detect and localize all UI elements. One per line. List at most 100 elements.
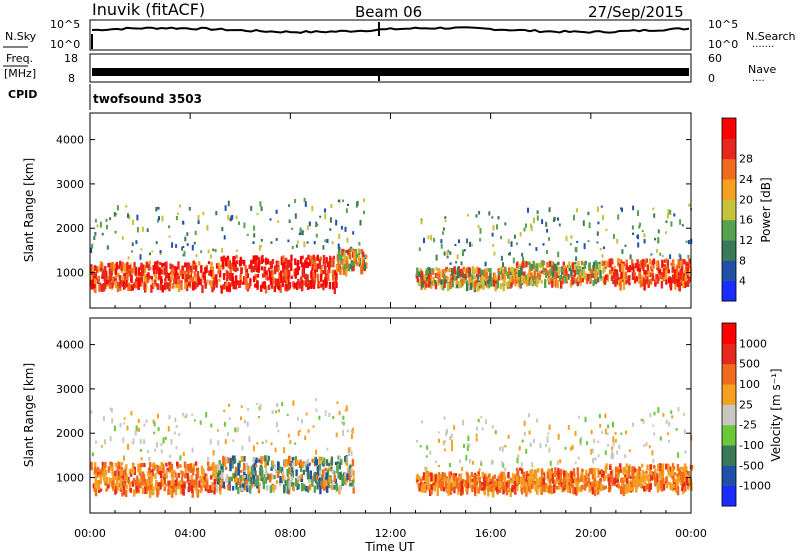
echo-cell bbox=[580, 436, 583, 441]
echo-cell bbox=[539, 487, 542, 493]
echo-cell bbox=[196, 282, 199, 288]
echo-cell bbox=[289, 260, 293, 264]
echo-cell bbox=[443, 440, 446, 443]
echo-cell bbox=[439, 474, 442, 481]
echo-cell bbox=[119, 262, 122, 266]
echo-cell bbox=[105, 476, 109, 483]
echo-cell bbox=[435, 481, 439, 488]
echo-cell bbox=[300, 478, 304, 482]
echo-cell bbox=[640, 478, 643, 487]
echo-cell bbox=[671, 277, 674, 283]
echo-cell bbox=[599, 424, 602, 428]
echo-cell bbox=[191, 413, 194, 416]
echo-cell bbox=[459, 473, 463, 480]
echo-cell bbox=[301, 283, 304, 292]
echo-cell bbox=[567, 276, 570, 280]
echo-cell bbox=[448, 480, 451, 486]
echo-cell bbox=[328, 259, 332, 268]
echo-cell bbox=[604, 485, 607, 490]
echo-cell bbox=[270, 282, 274, 289]
echo-cell bbox=[212, 462, 215, 468]
echo-cell bbox=[532, 276, 535, 281]
echo-cell bbox=[417, 282, 421, 287]
echo-cell bbox=[427, 235, 430, 240]
echo-cell bbox=[572, 279, 575, 284]
echo-cell bbox=[313, 241, 316, 245]
echo-cell bbox=[475, 214, 478, 218]
echo-cell bbox=[663, 274, 666, 281]
echo-cell bbox=[176, 272, 179, 279]
echo-cell bbox=[420, 220, 423, 225]
echo-cell bbox=[284, 271, 288, 280]
echo-cell bbox=[516, 265, 520, 269]
echo-cell bbox=[144, 478, 147, 485]
echo-cell bbox=[118, 282, 122, 287]
echo-cell bbox=[232, 263, 235, 267]
echo-cell bbox=[621, 486, 624, 494]
echo-cell bbox=[93, 235, 96, 240]
echo-cell bbox=[502, 472, 506, 479]
echo-cell bbox=[443, 251, 446, 256]
echo-cell bbox=[204, 282, 207, 289]
echo-cell bbox=[285, 279, 288, 285]
echo-cell bbox=[420, 271, 424, 280]
echo-cell bbox=[500, 266, 503, 271]
echo-cell bbox=[161, 479, 165, 487]
echo-cell bbox=[418, 271, 421, 278]
echo-cell bbox=[327, 269, 330, 276]
echo-cell bbox=[419, 479, 423, 483]
echo-cell bbox=[420, 420, 423, 424]
echo-cell bbox=[254, 459, 257, 466]
echo-cell bbox=[557, 251, 560, 258]
echo-cell bbox=[109, 407, 112, 411]
echo-cell bbox=[319, 481, 323, 486]
echo-cell bbox=[462, 266, 466, 270]
echo-cell bbox=[630, 259, 634, 266]
echo-cell bbox=[422, 475, 425, 481]
echo-cell bbox=[305, 273, 308, 283]
echo-cell bbox=[114, 277, 118, 281]
echo-cell bbox=[184, 282, 187, 289]
echo-cell bbox=[254, 283, 257, 288]
echo-cell bbox=[131, 480, 135, 487]
colorbar-segment bbox=[722, 363, 736, 385]
echo-cell bbox=[627, 276, 630, 284]
echo-cell bbox=[540, 470, 544, 479]
echo-cell bbox=[535, 469, 538, 478]
echo-cell bbox=[342, 415, 345, 418]
echo-cell bbox=[238, 281, 241, 288]
echo-cell bbox=[536, 215, 539, 221]
echo-cell bbox=[465, 455, 468, 461]
echo-cell bbox=[345, 456, 348, 465]
nsky-tick-top: 10^5 bbox=[50, 18, 80, 31]
echo-cell bbox=[267, 455, 270, 462]
echo-cell bbox=[101, 445, 103, 448]
echo-cell bbox=[95, 440, 97, 444]
echo-cell bbox=[679, 466, 682, 471]
echo-cell bbox=[296, 269, 299, 275]
echo-cell bbox=[471, 243, 473, 247]
echo-cell bbox=[156, 283, 159, 290]
echo-cell bbox=[607, 424, 610, 429]
echo-cell bbox=[610, 471, 613, 477]
echo-cell bbox=[343, 252, 346, 261]
freq-trace-band bbox=[92, 68, 689, 76]
echo-cell bbox=[449, 487, 453, 496]
echo-cell bbox=[140, 462, 144, 468]
echo-cell bbox=[593, 467, 596, 474]
echo-cell bbox=[665, 482, 669, 489]
echo-cell bbox=[423, 283, 427, 290]
echo-cell bbox=[553, 479, 557, 485]
echo-cell bbox=[485, 272, 488, 280]
echo-cell bbox=[315, 398, 318, 402]
echo-cell bbox=[509, 477, 513, 481]
echo-cell bbox=[163, 487, 166, 492]
echo-cell bbox=[124, 273, 128, 278]
echo-cell bbox=[536, 210, 539, 214]
echo-cell bbox=[521, 261, 524, 268]
echo-cell bbox=[521, 252, 524, 257]
echo-cell bbox=[274, 278, 278, 287]
echo-cell bbox=[225, 474, 229, 483]
colorbar-frame bbox=[721, 322, 737, 507]
echo-cell bbox=[479, 238, 482, 242]
